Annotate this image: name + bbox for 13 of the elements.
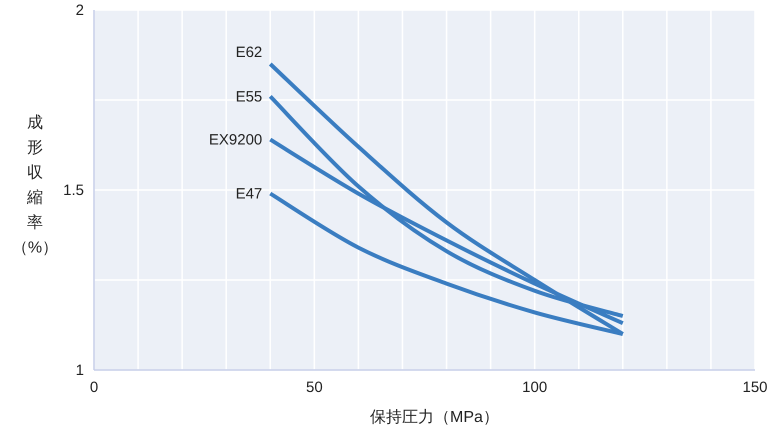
x-tick-label: 150 <box>742 379 768 396</box>
y-tick-label: 1 <box>76 362 84 379</box>
y-tick-label: 1.5 <box>63 182 84 199</box>
x-tick-label: 100 <box>522 379 548 396</box>
x-tick-label: 50 <box>306 379 323 396</box>
series-label: E47 <box>236 186 262 203</box>
x-tick-label: 0 <box>90 379 98 396</box>
y-tick-label: 2 <box>76 2 84 19</box>
series-label: E55 <box>236 88 262 106</box>
series-label: E62 <box>236 44 262 61</box>
y-axis-title: 成形収縮率（%） <box>12 114 58 256</box>
x-axis-title: 保持圧力（MPa） <box>370 408 499 426</box>
series-label: EX9200 <box>208 132 262 149</box>
